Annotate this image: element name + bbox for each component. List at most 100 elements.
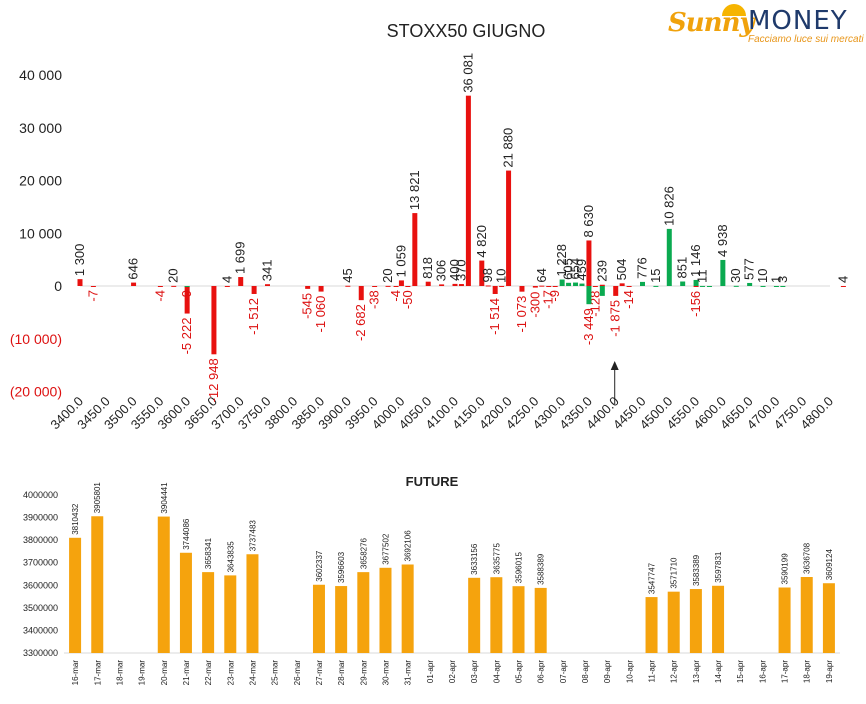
bar (77, 279, 83, 286)
data-label: 4 820 (474, 225, 489, 258)
x-tick-label: 25-mar (271, 660, 280, 686)
x-tick-label: 26-mar (293, 660, 302, 686)
data-label: 3677502 (381, 533, 390, 565)
data-label: 3602337 (315, 550, 324, 582)
data-label: 851 (675, 257, 690, 279)
data-label: -1 073 (514, 296, 529, 333)
data-label: 3658341 (204, 537, 213, 569)
data-label: 10 (494, 268, 509, 282)
y-tick-label: 4000000 (23, 490, 58, 500)
bar (840, 285, 846, 287)
bar (69, 537, 82, 653)
x-tick-label: 20-mar (160, 660, 169, 686)
data-label: 4 938 (715, 224, 730, 257)
data-label: 400 (447, 259, 462, 281)
bar (157, 286, 163, 287)
data-label: 3635775 (492, 543, 501, 575)
bar (640, 281, 645, 286)
data-label: 3643835 (226, 541, 235, 573)
x-tick-label: 07-apr (559, 660, 568, 683)
bar (586, 286, 592, 305)
bar (586, 240, 592, 286)
data-label: -156 (688, 291, 703, 317)
x-tick-label: 02-apr (448, 660, 457, 683)
x-tick-label: 29-mar (359, 660, 368, 686)
data-label: -300 (527, 292, 542, 318)
data-label: 11 (695, 269, 710, 283)
bar (90, 286, 96, 287)
bar (251, 286, 257, 294)
data-label: 3588389 (537, 553, 546, 585)
data-label: 654 (568, 258, 583, 280)
data-label: -7 (85, 290, 100, 302)
data-label: -1 060 (313, 296, 328, 333)
x-tick-label: 21-mar (182, 660, 191, 686)
data-label: 10 (755, 268, 770, 282)
data-label: -3 449 (581, 308, 596, 345)
data-label: 3744086 (182, 518, 191, 550)
x-tick-label: 19-mar (138, 660, 147, 686)
data-label: -1 512 (246, 298, 261, 335)
x-tick-label: 30-mar (381, 660, 390, 686)
data-label: -9 (547, 290, 562, 302)
y-tick-label: 40 000 (19, 67, 62, 83)
bar (693, 279, 699, 286)
data-label: -9 (179, 290, 194, 302)
data-label: 1 228 (554, 244, 569, 277)
bar (485, 285, 491, 287)
x-tick-label: 17-mar (93, 660, 102, 686)
data-label: -12 948 (206, 358, 221, 402)
logo-money-text: MONEY (748, 6, 848, 36)
x-tick-label: 18-mar (115, 660, 124, 686)
bar (425, 281, 431, 286)
data-label: 15 (648, 268, 663, 282)
data-label: -4 (388, 290, 403, 302)
bar (458, 284, 464, 286)
data-label: 370 (453, 259, 468, 281)
bar (238, 277, 244, 286)
bar (157, 516, 170, 653)
bar (506, 170, 512, 286)
bar (405, 286, 411, 287)
data-label: 45 (340, 268, 355, 282)
chart-title-stoxx50: STOXX50 GIUGNO (387, 21, 546, 41)
x-tick-label: 17-apr (781, 660, 790, 683)
x-tick-label: 06-apr (537, 660, 546, 683)
data-label: 4 (219, 276, 234, 283)
bar (712, 585, 725, 653)
data-label: -38 (367, 290, 382, 309)
data-label: 20 (166, 268, 181, 282)
data-label: 8 630 (581, 205, 596, 238)
bar (179, 552, 192, 653)
logo-tagline: Facciamo luce sui mercati (748, 34, 864, 45)
x-tick-label: 01-apr (426, 660, 435, 683)
data-label: 3583389 (692, 554, 701, 586)
bar (747, 282, 753, 286)
data-label: 3609124 (825, 549, 834, 581)
x-tick-label: 14-apr (714, 660, 723, 683)
data-label: 605 (561, 258, 576, 280)
y-tick-label: 30 000 (19, 120, 62, 136)
annotation-arrow-head (610, 361, 619, 370)
bar (579, 283, 585, 286)
y-tick-label: 3800000 (23, 535, 58, 545)
sunny-money-logo: Sunny MONEY Facciamo luce sui mercati (668, 4, 864, 46)
data-label: 1 (768, 276, 783, 283)
x-tick-label: 04-apr (492, 660, 501, 683)
bar (720, 259, 726, 286)
bar (666, 228, 672, 286)
bar (619, 283, 625, 286)
bar (689, 589, 702, 653)
bar (345, 285, 351, 287)
x-tick-label: 18-apr (803, 660, 812, 683)
data-label: 3633156 (470, 543, 479, 575)
bar (519, 286, 525, 292)
y-tick-label: 3600000 (23, 580, 58, 590)
bar (700, 285, 705, 287)
bar (512, 586, 525, 653)
x-tick-label: 27-mar (315, 660, 324, 686)
x-tick-label: 24-mar (248, 660, 257, 686)
bar (412, 213, 418, 286)
bar (357, 572, 370, 653)
x-tick-label: 05-apr (515, 660, 524, 683)
